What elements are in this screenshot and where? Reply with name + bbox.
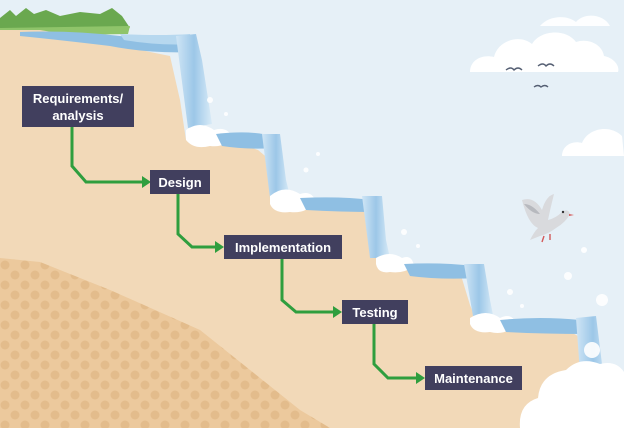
arrow-requirements-to-design [70,125,142,184]
dove-icon [522,194,574,243]
stage-implementation: Implementation [224,235,342,259]
arrow-testing-to-maintenance [372,323,416,380]
cloud-icon [470,15,619,72]
stage-label: Design [158,174,202,190]
stage-testing: Testing [342,300,408,324]
stage-connectors [70,125,416,380]
stage-maintenance: Maintenance [425,366,522,390]
stage-requirements-analysis: Requirements/ analysis [22,86,134,127]
stage-label-line1: Requirements/ [32,90,124,106]
stage-design: Design [150,170,210,194]
stage-label-line2: analysis [52,107,104,123]
arrowhead-icon [215,241,224,253]
stage-label: Testing [352,304,398,320]
bird-icon [505,63,555,88]
stage-label: Maintenance [434,370,513,386]
arrow-implementation-to-testing [280,259,333,314]
stage-label: Implementation [234,239,332,255]
arrowhead-icon [416,372,425,384]
cloud-icon [562,128,624,156]
arrowhead-icon [142,176,151,188]
arrowhead-icon [333,306,342,318]
arrow-design-to-implementation [176,194,215,249]
